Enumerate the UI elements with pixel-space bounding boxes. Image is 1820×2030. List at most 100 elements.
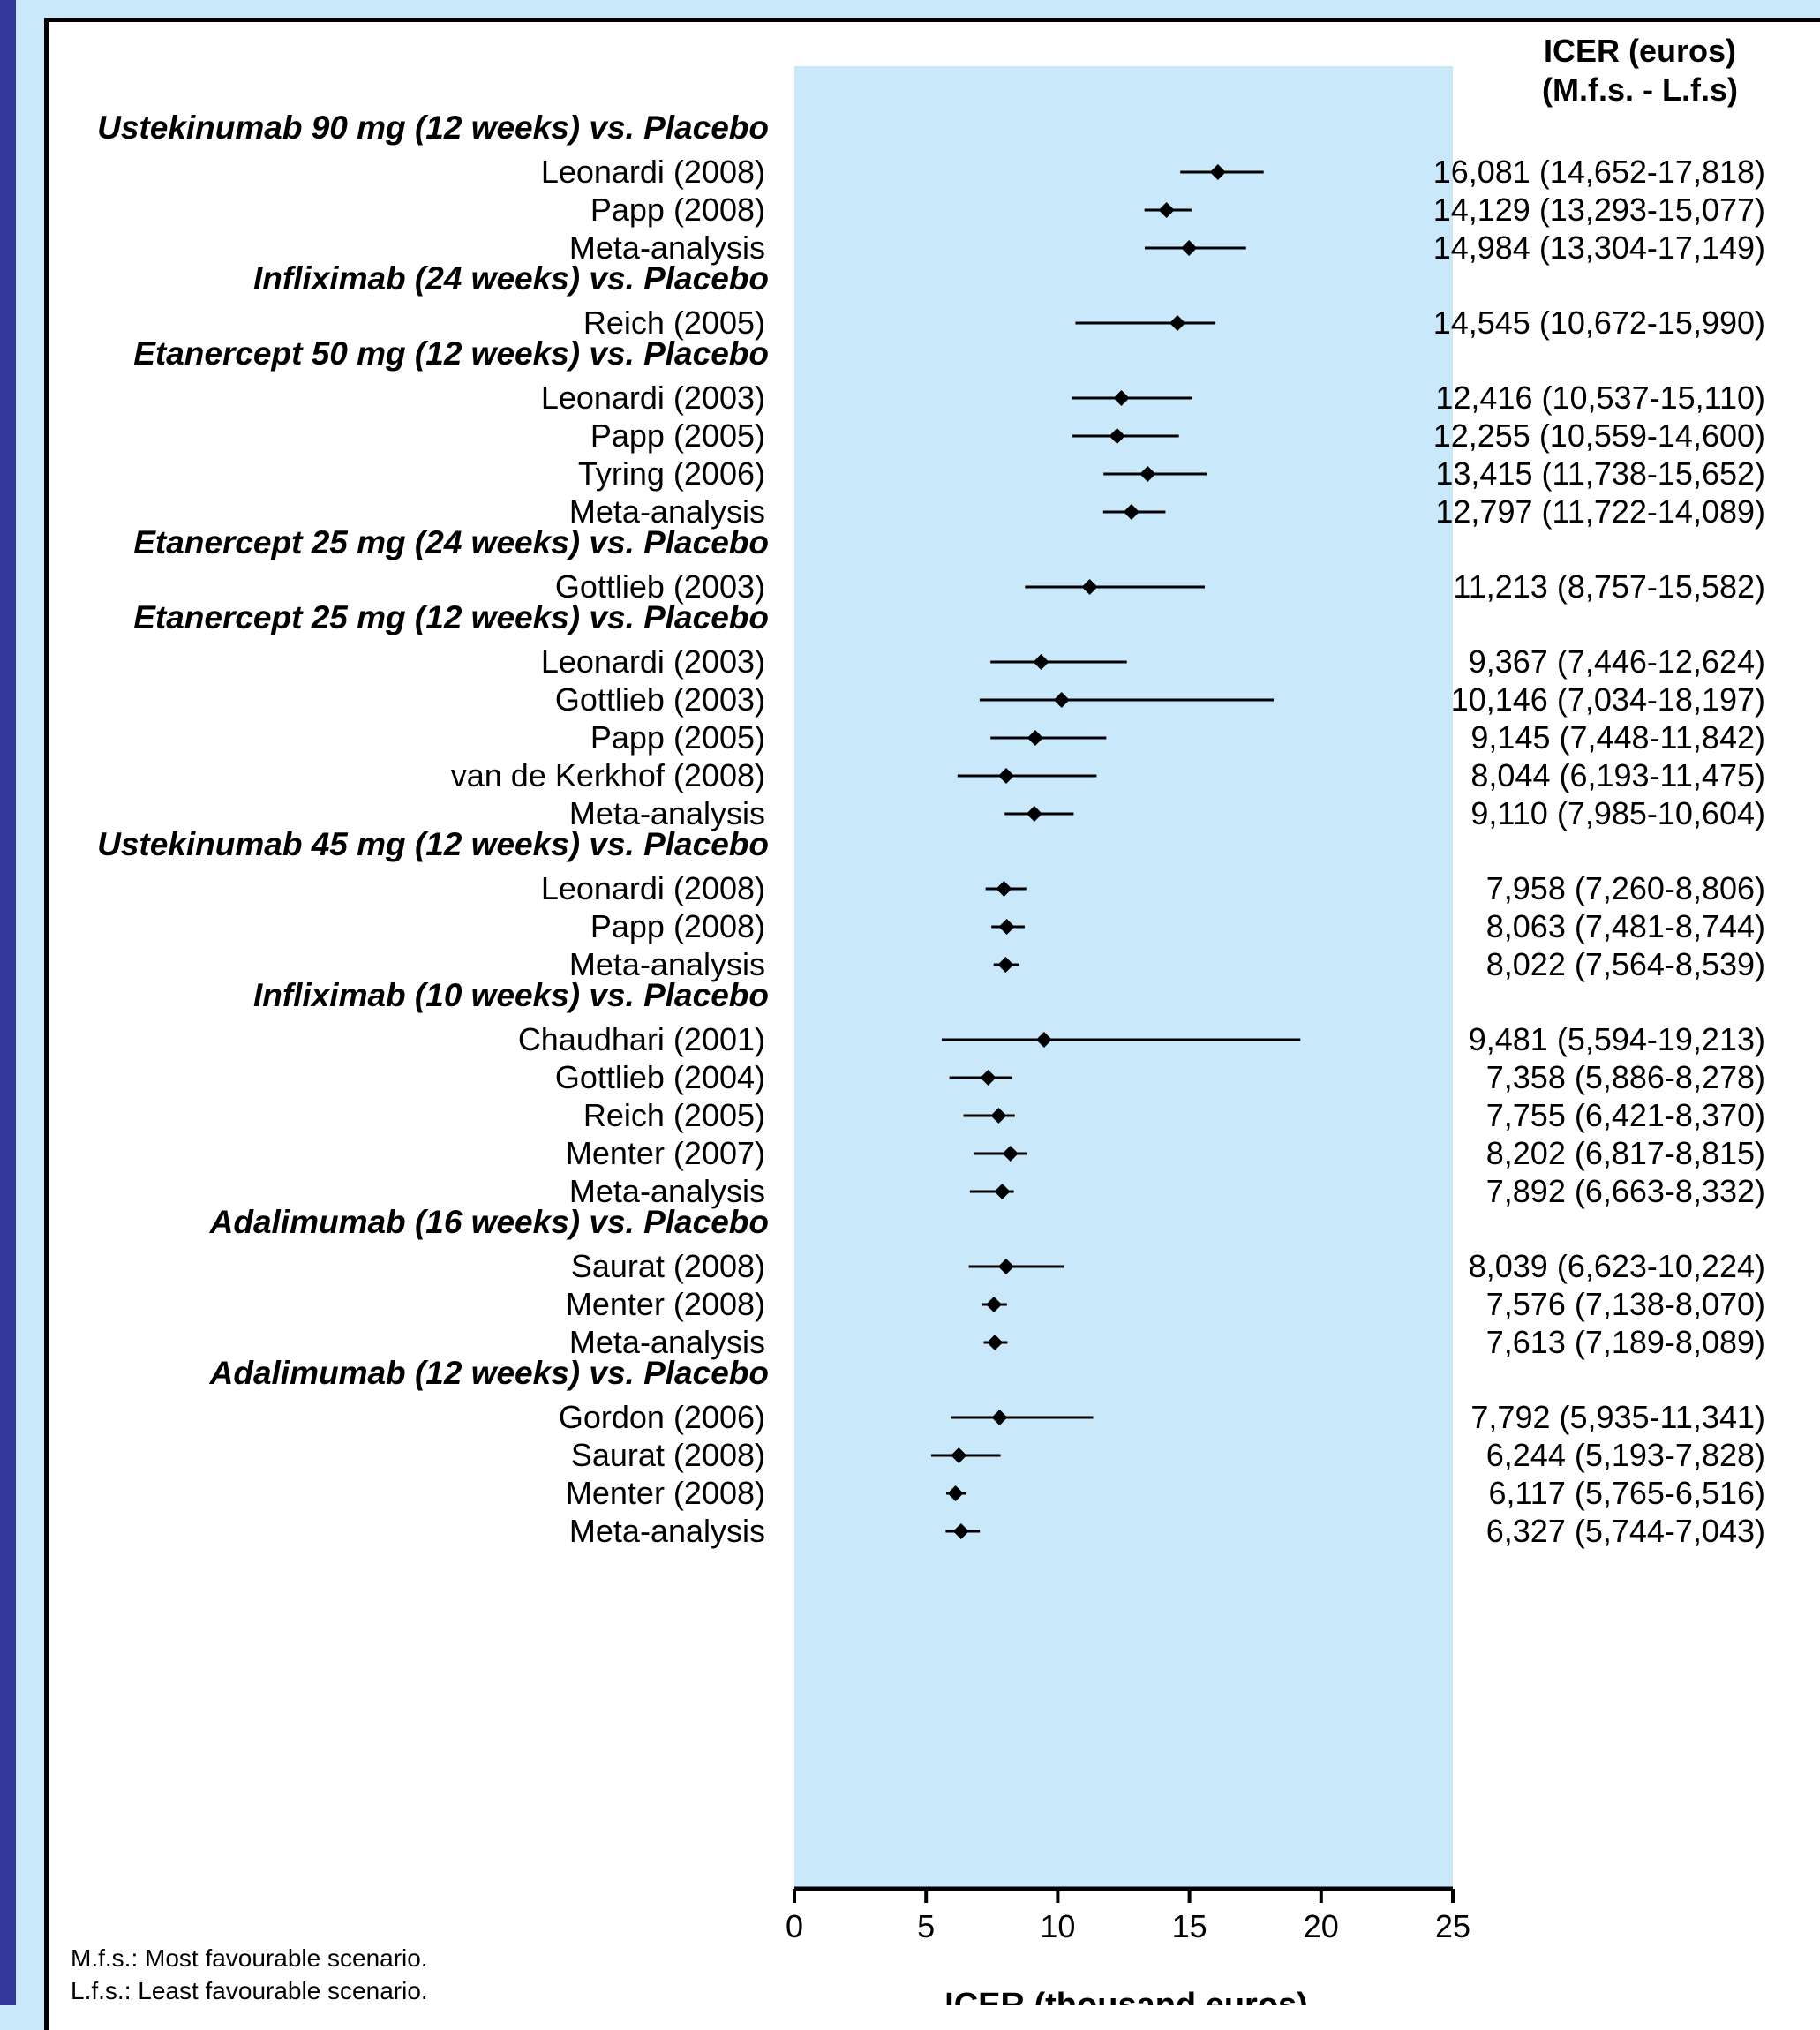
- study-label: Gottlieb (2003): [555, 568, 765, 605]
- point-estimate: [1209, 164, 1226, 180]
- icer-value: 8,022 (7,564-8,539): [1486, 946, 1765, 982]
- study-label: Papp (2005): [590, 417, 765, 454]
- x-tick-label: 20: [1304, 1908, 1339, 1944]
- group-heading: Ustekinumab 90 mg (12 weeks) vs. Placebo: [97, 109, 769, 146]
- study-label: Leonardi (2008): [541, 154, 765, 190]
- icer-value: 12,416 (10,537-15,110): [1435, 380, 1765, 416]
- x-axis-title: ICER (thousand euros): [944, 1987, 1308, 2005]
- point-estimate: [1053, 692, 1070, 708]
- point-estimate: [1035, 1032, 1052, 1048]
- icer-value: 10,146 (7,034-18,197): [1451, 681, 1765, 718]
- point-estimate: [951, 1447, 967, 1463]
- study-label: Papp (2005): [590, 719, 765, 756]
- point-estimate: [1026, 806, 1042, 822]
- icer-value: 7,576 (7,138-8,070): [1486, 1286, 1765, 1322]
- icer-value: 8,039 (6,623-10,224): [1469, 1248, 1765, 1284]
- point-estimate: [991, 1410, 1008, 1425]
- study-label: Leonardi (2003): [541, 643, 765, 680]
- icer-value: 8,202 (6,817-8,815): [1486, 1135, 1765, 1171]
- point-estimate: [997, 957, 1014, 973]
- x-tick-label: 0: [786, 1908, 803, 1944]
- icer-value: 7,892 (6,663-8,332): [1486, 1173, 1765, 1209]
- group-heading: Ustekinumab 45 mg (12 weeks) vs. Placebo: [97, 826, 769, 862]
- point-estimate: [990, 1108, 1007, 1124]
- icer-value: 7,792 (5,935-11,341): [1470, 1399, 1765, 1435]
- study-label: Menter (2007): [566, 1135, 765, 1171]
- study-label: Reich (2005): [583, 304, 765, 341]
- group-heading: Etanercept 25 mg (12 weeks) vs. Placebo: [133, 599, 769, 635]
- point-estimate: [1169, 315, 1186, 331]
- point-estimate: [1033, 654, 1049, 670]
- icer-value: 16,081 (14,652-17,818): [1433, 154, 1765, 190]
- point-estimate: [1081, 579, 1098, 595]
- icer-value: 6,244 (5,193-7,828): [1486, 1437, 1765, 1473]
- study-label: Gottlieb (2004): [555, 1059, 765, 1095]
- group-heading: Infliximab (10 weeks) vs. Placebo: [253, 977, 769, 1013]
- study-label: Leonardi (2008): [541, 870, 765, 906]
- study-label: Papp (2008): [590, 192, 765, 228]
- group-heading: Etanercept 25 mg (24 weeks) vs. Placebo: [133, 524, 769, 560]
- group-heading: Adalimumab (12 weeks) vs. Placebo: [209, 1355, 769, 1391]
- point-estimate: [994, 1184, 1011, 1199]
- study-label: Menter (2008): [566, 1286, 765, 1322]
- study-label: Chaudhari (2001): [518, 1021, 765, 1057]
- study-label: Leonardi (2003): [541, 380, 765, 416]
- x-tick-label: 25: [1435, 1908, 1470, 1944]
- icer-value: 7,958 (7,260-8,806): [1486, 870, 1765, 906]
- x-tick-label: 10: [1040, 1908, 1075, 1944]
- icer-value: 12,797 (11,722-14,089): [1435, 493, 1765, 530]
- point-estimate: [998, 768, 1015, 784]
- icer-value: 8,063 (7,481-8,744): [1486, 908, 1765, 944]
- left-color-band: [0, 0, 16, 2005]
- study-label: Meta-analysis: [569, 1513, 765, 1549]
- group-heading: Infliximab (24 weeks) vs. Placebo: [253, 260, 769, 297]
- study-label: Tyring (2006): [578, 455, 765, 492]
- point-estimate: [987, 1335, 1004, 1350]
- icer-value: 9,145 (7,448-11,842): [1470, 719, 1765, 756]
- point-estimate: [986, 1297, 1003, 1312]
- x-axis: 0 5 10 15 20 25: [786, 1886, 1470, 1944]
- forest-rows: Ustekinumab 90 mg (12 weeks) vs. Placebo…: [97, 109, 1765, 1549]
- study-label: Menter (2008): [566, 1475, 765, 1511]
- study-label: Meta-analysis: [569, 795, 765, 831]
- point-estimate: [980, 1070, 996, 1086]
- study-label: van de Kerkhof (2008): [451, 757, 765, 793]
- study-label: Meta-analysis: [569, 1324, 765, 1360]
- study-label: Meta-analysis: [569, 493, 765, 530]
- icer-value: 11,213 (8,757-15,582): [1453, 568, 1765, 605]
- icer-value: 9,367 (7,446-12,624): [1469, 643, 1765, 680]
- icer-value: 9,481 (5,594-19,213): [1469, 1021, 1765, 1057]
- icer-value: 8,044 (6,193-11,475): [1470, 757, 1765, 793]
- point-estimate: [947, 1485, 964, 1501]
- icer-value: 14,984 (13,304-17,149): [1433, 229, 1765, 266]
- footnote-mfs: M.f.s.: Most favourable scenario.: [71, 1944, 428, 1972]
- point-estimate: [997, 1259, 1014, 1274]
- icer-value: 14,545 (10,672-15,990): [1433, 304, 1765, 341]
- group-heading: Etanercept 50 mg (12 weeks) vs. Placebo: [133, 335, 769, 372]
- point-estimate: [1109, 428, 1125, 444]
- icer-value: 6,117 (5,765-6,516): [1488, 1475, 1765, 1511]
- footnote-lfs: L.f.s.: Least favourable scenario.: [71, 1977, 428, 2004]
- icer-value: 13,415 (11,738-15,652): [1435, 455, 1765, 492]
- point-estimate: [1027, 730, 1043, 746]
- icer-value: 9,110 (7,985-10,604): [1470, 795, 1765, 831]
- icer-value: 7,613 (7,189-8,089): [1486, 1324, 1765, 1360]
- icer-value: 14,129 (13,293-15,077): [1433, 192, 1765, 228]
- point-estimate: [1123, 504, 1139, 520]
- study-label: Reich (2005): [583, 1097, 765, 1133]
- x-tick-label: 5: [917, 1908, 935, 1944]
- study-label: Saurat (2008): [571, 1248, 765, 1284]
- point-estimate: [998, 919, 1015, 935]
- point-estimate: [1139, 466, 1156, 482]
- icer-value: 7,358 (5,886-8,278): [1486, 1059, 1765, 1095]
- study-label: Saurat (2008): [571, 1437, 765, 1473]
- icer-column-title-line1: ICER (euros): [1544, 33, 1736, 69]
- point-estimate: [1002, 1146, 1019, 1162]
- point-estimate: [1113, 390, 1130, 406]
- point-estimate: [1158, 202, 1175, 218]
- study-label: Meta-analysis: [569, 1173, 765, 1209]
- study-label: Meta-analysis: [569, 946, 765, 982]
- icer-value: 6,327 (5,744-7,043): [1486, 1513, 1765, 1549]
- point-estimate: [996, 881, 1012, 897]
